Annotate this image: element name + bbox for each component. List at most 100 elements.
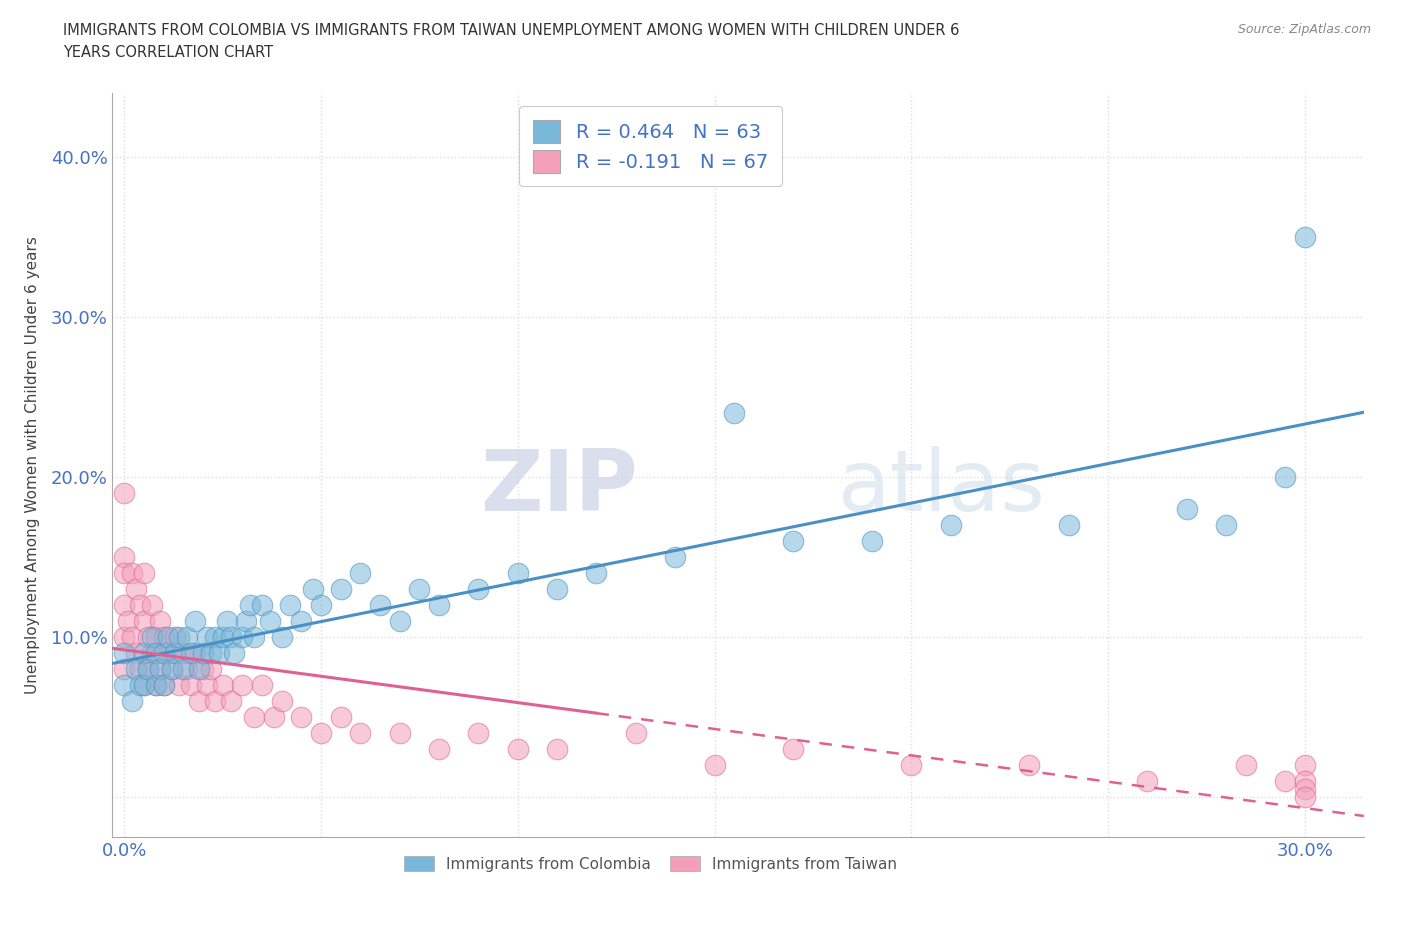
Point [141,598,163,613]
Point [427,598,450,613]
Point [219,630,242,644]
Point [309,725,332,740]
Point [117,614,139,629]
Point [211,678,233,693]
Point [125,645,148,660]
Point [546,581,568,596]
Point [141,630,163,644]
Point [427,741,450,756]
Text: ZIP: ZIP [481,445,638,529]
Point [169,678,191,693]
Point [112,598,135,613]
Point [112,645,135,660]
Point [204,630,226,644]
Point [180,678,202,693]
Point [782,741,804,756]
Point [1136,774,1159,789]
Y-axis label: Unemployment Among Women with Children Under 6 years: Unemployment Among Women with Children U… [25,236,39,694]
Point [149,661,172,676]
Point [165,630,187,644]
Point [1274,470,1296,485]
Point [219,694,242,709]
Point [939,518,962,533]
Point [129,678,152,693]
Point [1057,518,1080,533]
Point [112,485,135,500]
Point [329,710,352,724]
Point [191,645,214,660]
Point [349,565,371,580]
Point [195,678,218,693]
Point [129,661,152,676]
Point [1175,501,1198,516]
Point [125,581,148,596]
Point [259,614,281,629]
Point [211,630,233,644]
Point [309,598,332,613]
Point [1294,790,1316,804]
Point [1294,774,1316,789]
Point [290,614,312,629]
Point [235,614,257,629]
Point [1294,781,1316,796]
Point [132,678,155,693]
Point [176,630,198,644]
Point [302,581,325,596]
Point [145,678,167,693]
Point [152,678,174,693]
Legend: Immigrants from Colombia, Immigrants from Taiwan: Immigrants from Colombia, Immigrants fro… [398,849,904,878]
Point [506,741,529,756]
Point [782,534,804,549]
Text: Source: ZipAtlas.com: Source: ZipAtlas.com [1237,23,1371,36]
Point [243,710,266,724]
Point [136,661,159,676]
Point [239,598,262,613]
Point [156,645,179,660]
Point [270,630,292,644]
Point [270,694,292,709]
Point [132,678,155,693]
Point [624,725,647,740]
Point [188,661,211,676]
Point [132,645,155,660]
Point [860,534,883,549]
Point [112,630,135,644]
Point [121,565,143,580]
Point [160,661,183,676]
Point [723,405,745,420]
Point [136,661,159,676]
Point [145,630,167,644]
Point [141,645,163,660]
Point [1234,758,1257,773]
Point [165,645,187,660]
Point [408,581,430,596]
Point [231,678,253,693]
Point [112,661,135,676]
Point [152,678,174,693]
Point [160,661,183,676]
Point [546,741,568,756]
Point [1274,774,1296,789]
Point [1294,230,1316,245]
Point [112,550,135,565]
Point [224,645,246,660]
Point [1294,758,1316,773]
Point [176,661,198,676]
Point [136,630,159,644]
Point [195,630,218,644]
Point [703,758,725,773]
Point [145,678,167,693]
Point [664,550,686,565]
Point [172,645,194,660]
Point [250,678,273,693]
Text: atlas: atlas [838,445,1046,529]
Point [506,565,529,580]
Point [1215,518,1237,533]
Point [121,630,143,644]
Text: IMMIGRANTS FROM COLOMBIA VS IMMIGRANTS FROM TAIWAN UNEMPLOYMENT AMONG WOMEN WITH: IMMIGRANTS FROM COLOMBIA VS IMMIGRANTS F… [63,23,960,38]
Point [184,645,207,660]
Point [200,661,222,676]
Point [467,725,489,740]
Point [132,565,155,580]
Point [200,645,222,660]
